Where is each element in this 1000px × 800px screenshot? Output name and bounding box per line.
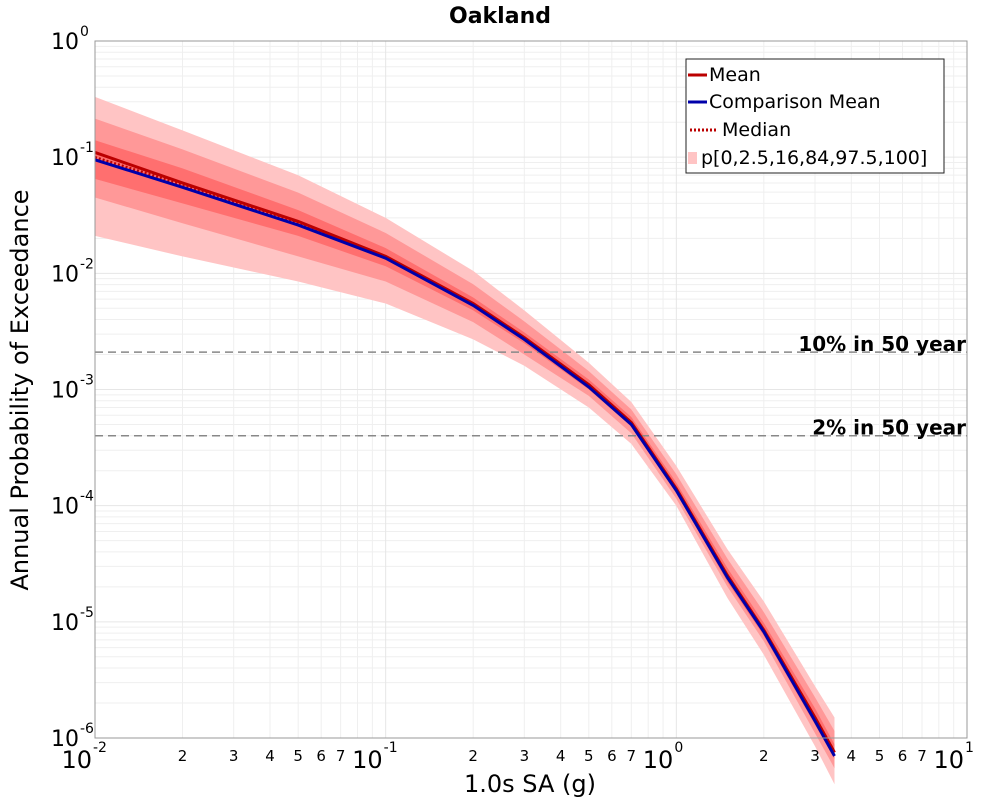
x-minor-tick-label: 2 bbox=[468, 747, 478, 765]
legend-box bbox=[685, 58, 945, 174]
x-minor-tick-label: 3 bbox=[810, 747, 820, 765]
y-tick-label: 10 bbox=[51, 611, 79, 636]
y-tick-label: 10 bbox=[51, 379, 79, 404]
x-minor-tick-label: 3 bbox=[229, 747, 239, 765]
x-minor-tick-label: 2 bbox=[178, 747, 188, 765]
x-minor-tick-label: 7 bbox=[336, 747, 346, 765]
x-axis-label: 1.0s SA (g) bbox=[464, 770, 596, 798]
x-tick-exponent: -2 bbox=[93, 740, 107, 756]
chart-title: Oakland bbox=[449, 4, 551, 29]
x-tick-exponent: 0 bbox=[674, 740, 683, 756]
y-tick-exponent: -6 bbox=[80, 721, 94, 737]
x-minor-tick-label: 5 bbox=[584, 747, 594, 765]
x-tick-exponent: -1 bbox=[384, 740, 398, 756]
x-minor-tick-label: 7 bbox=[917, 747, 927, 765]
x-minor-tick-label: 4 bbox=[847, 747, 857, 765]
x-minor-tick-label: 4 bbox=[265, 747, 275, 765]
reference-line-label-1: 2% in 50 year bbox=[812, 416, 966, 440]
y-tick-exponent: -5 bbox=[80, 605, 94, 621]
series-line-comparison-mean bbox=[94, 158, 836, 757]
y-tick-exponent: -1 bbox=[80, 140, 94, 156]
data-series bbox=[94, 150, 836, 757]
legend-label-mean: Mean bbox=[709, 64, 761, 86]
series-line-median bbox=[94, 156, 836, 753]
percentile-bands bbox=[95, 96, 835, 785]
x-minor-tick-label: 4 bbox=[556, 747, 566, 765]
legend-label-median: Median bbox=[722, 119, 791, 141]
legend-label-percentile-band: p[0,2.5,16,84,97.5,100] bbox=[701, 147, 927, 169]
x-tick-label: 10 bbox=[61, 746, 92, 774]
y-tick-label: 10 bbox=[51, 495, 79, 520]
x-minor-tick-label: 2 bbox=[759, 747, 769, 765]
x-minor-tick-label: 5 bbox=[875, 747, 885, 765]
x-tick-exponent: 1 bbox=[965, 740, 974, 756]
x-minor-tick-label: 7 bbox=[627, 747, 637, 765]
x-tick-label: 10 bbox=[643, 746, 674, 774]
y-tick-label: 10 bbox=[51, 30, 79, 55]
reference-line-label-0: 10% in 50 year bbox=[798, 332, 966, 356]
reference-lines: 10% in 50 year 2% in 50 year bbox=[95, 332, 967, 440]
axis-ticks: 10 -2 10 -1 10 0 10 12 3 4 5 6 7 2 3 4 5 6 7 2 3 4 5 6 710 010 -11… bbox=[51, 24, 974, 774]
y-tick-label: 10 bbox=[51, 727, 79, 752]
y-tick-exponent: -3 bbox=[80, 373, 94, 389]
legend-label-comparison-mean: Comparison Mean bbox=[709, 91, 881, 113]
x-minor-tick-label: 5 bbox=[293, 747, 303, 765]
x-minor-tick-label: 6 bbox=[898, 747, 908, 765]
x-tick-label: 10 bbox=[352, 746, 383, 774]
legend-swatch-percentile-band bbox=[688, 152, 697, 164]
legend: Mean Comparison Mean Median p[0,2.5,16,8… bbox=[685, 58, 945, 174]
x-minor-tick-label: 3 bbox=[520, 747, 530, 765]
y-tick-exponent: -4 bbox=[80, 489, 94, 505]
y-axis-label: Annual Probability of Exceedance bbox=[6, 189, 34, 590]
band-p0-p100 bbox=[95, 96, 835, 785]
y-tick-label: 10 bbox=[51, 262, 79, 287]
x-minor-tick-label: 6 bbox=[316, 747, 326, 765]
plot-frame bbox=[94, 40, 968, 739]
y-tick-exponent: 0 bbox=[80, 24, 89, 40]
x-minor-tick-label: 6 bbox=[607, 747, 617, 765]
band-p2.5-p97.5 bbox=[95, 118, 835, 769]
y-tick-label: 10 bbox=[51, 146, 79, 171]
y-tick-exponent: -2 bbox=[80, 256, 94, 272]
x-tick-label: 10 bbox=[933, 746, 964, 774]
